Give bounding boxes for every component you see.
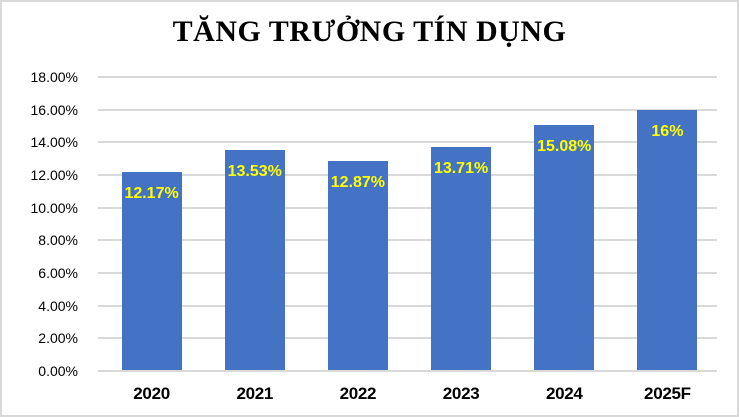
- bar-2020: [121, 172, 182, 371]
- y-tick-label: 8.00%: [38, 232, 78, 249]
- y-tick-label: 12.00%: [30, 167, 78, 183]
- y-tick-label: 2.00%: [38, 330, 78, 347]
- x-axis: 2020 2021 2022 2023 2024 2025F: [2, 384, 737, 406]
- value-label: 12.17%: [124, 185, 179, 203]
- y-tick-label: 0.00%: [38, 363, 78, 379]
- x-tick-label: 2024: [545, 384, 583, 403]
- chart-title: TĂNG TRƯỞNG TÍN DỤNG: [172, 15, 567, 48]
- value-label: 15.08%: [537, 137, 592, 155]
- gridline: [98, 108, 717, 111]
- bar-2021: [224, 150, 285, 371]
- y-tick-label: 10.00%: [30, 199, 78, 216]
- value-label: 13.71%: [433, 160, 489, 178]
- bar-2023: [431, 147, 492, 371]
- y-tick-label: 4.00%: [38, 297, 78, 314]
- x-tick-label: 2020: [133, 384, 170, 403]
- y-tick-label: 16.00%: [30, 101, 78, 118]
- y-tick-label: 6.00%: [38, 265, 78, 281]
- value-label: 16%: [651, 122, 684, 140]
- value-label: 13.53%: [227, 163, 282, 180]
- gridline: [98, 76, 717, 78]
- x-tick-label: 2022: [339, 384, 377, 403]
- gridline: [98, 272, 717, 274]
- gridline: [98, 206, 717, 209]
- bar-2025F: [637, 109, 698, 371]
- x-tick-label: 2021: [236, 384, 274, 403]
- gridline: [98, 239, 717, 242]
- gridline: [98, 337, 717, 340]
- x-tick-label: 2025F: [644, 384, 691, 403]
- y-tick-label: 18.00%: [30, 69, 78, 85]
- y-tick-label: 14.00%: [30, 134, 78, 151]
- value-label: 12.87%: [330, 173, 386, 191]
- gridline: [98, 174, 717, 176]
- bar-2024: [534, 124, 595, 371]
- gridline: [98, 304, 717, 307]
- bar-2022: [327, 160, 388, 371]
- gridline: [98, 141, 717, 144]
- x-tick-label: 2023: [442, 384, 480, 403]
- x-axis-line: [98, 370, 717, 372]
